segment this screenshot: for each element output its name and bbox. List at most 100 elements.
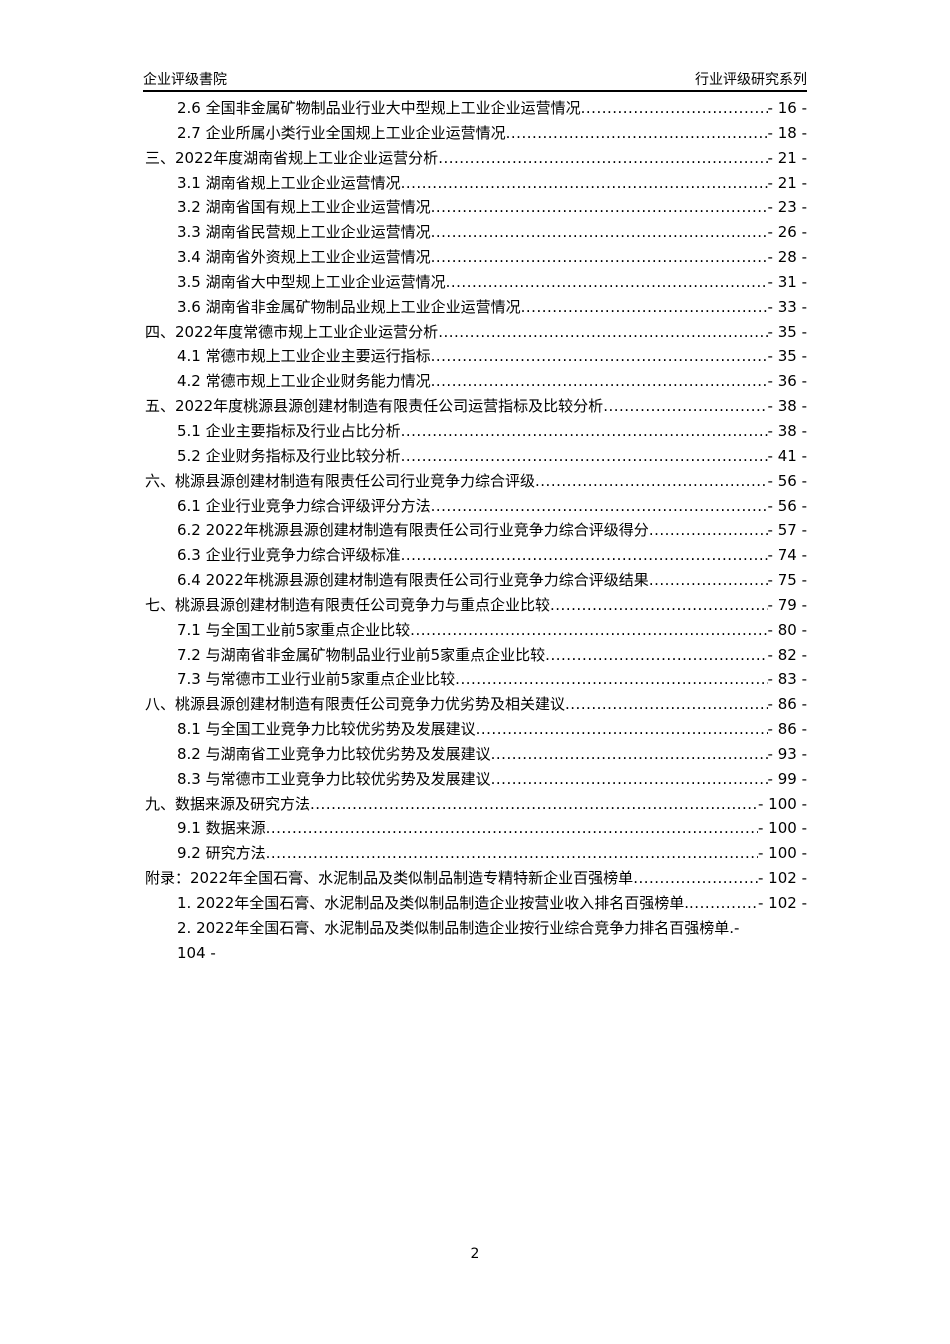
toc-entry-title: 九、数据来源及研究方法: [145, 794, 311, 813]
toc-entry[interactable]: 七、桃源县源创建材制造有限责任公司竞争力与重点企业比较 - 79 -: [145, 593, 807, 618]
header-right: 行业评级研究系列: [695, 72, 807, 88]
toc-entry[interactable]: 五、2022年度桃源县源创建材制造有限责任公司运营指标及比较分析 - 38 -: [145, 394, 807, 419]
toc-entry-page: - 100 -: [758, 819, 807, 838]
dot-leader: [310, 792, 758, 817]
dot-leader: [535, 469, 768, 494]
toc-entry-page: - 79 -: [767, 595, 807, 614]
dot-leader: [476, 717, 768, 742]
toc-entry[interactable]: 2. 2022年全国石膏、水泥制品及类似制品制造企业按行业综合竞争力排名百强榜单…: [145, 916, 807, 966]
toc-entry-title: 7.1 与全国工业前5家重点企业比较: [177, 620, 411, 639]
toc-entry-title: 四、2022年度常德市规上工业企业运营分析: [145, 322, 439, 341]
toc-entry[interactable]: 3.3 湖南省民营规上工业企业运营情况 - 26 -: [145, 220, 807, 245]
dot-leader: [431, 369, 768, 394]
toc-entry[interactable]: 6.2 2022年桃源县源创建材制造有限责任公司行业竞争力综合评级得分 - 57 …: [145, 518, 807, 543]
toc-entry[interactable]: 7.1 与全国工业前5家重点企业比较 - 80 -: [145, 618, 807, 643]
toc-entry-title: 3.3 湖南省民营规上工业企业运营情况: [177, 223, 431, 242]
toc-entry[interactable]: 九、数据来源及研究方法 - 100 -: [145, 792, 807, 817]
toc-entry[interactable]: 八、桃源县源创建材制造有限责任公司竞争力优劣势及相关建议 - 86 -: [145, 692, 807, 717]
toc-entry-page: - 75 -: [767, 571, 807, 590]
toc-entry-page: - 28 -: [767, 248, 807, 267]
toc-entry[interactable]: 5.2 企业财务指标及行业比较分析 - 41 -: [145, 444, 807, 469]
dot-leader: [401, 419, 768, 444]
toc-entry-page: - 36 -: [767, 372, 807, 391]
toc-entry[interactable]: 8.1 与全国工业竞争力比较优劣势及发展建议 - 86 -: [145, 717, 807, 742]
toc-entry-page: - 18 -: [767, 123, 807, 142]
toc-entry[interactable]: 5.1 企业主要指标及行业占比分析 - 38 -: [145, 419, 807, 444]
toc-entry-title: 三、2022年度湖南省规上工业企业运营分析: [145, 148, 439, 167]
toc-entry-page: - 21 -: [767, 148, 807, 167]
header-left: 企业评级書院: [143, 72, 227, 88]
toc-entry-title: 8.3 与常德市工业竞争力比较优劣势及发展建议: [177, 769, 491, 788]
dot-leader: [431, 245, 768, 270]
toc-entry[interactable]: 9.1 数据来源 - 100 -: [145, 816, 807, 841]
toc-entry-title: 七、桃源县源创建材制造有限责任公司竞争力与重点企业比较: [145, 595, 551, 614]
toc-entry-title: 3.2 湖南省国有规上工业企业运营情况: [177, 198, 431, 217]
toc-entry[interactable]: 4.1 常德市规上工业企业主要运行指标 - 35 -: [145, 344, 807, 369]
toc-entry-page: - 35 -: [767, 322, 807, 341]
dot-leader: [401, 543, 768, 568]
toc-entry-page: - 93 -: [767, 744, 807, 763]
toc-entry[interactable]: 7.2 与湖南省非金属矿物制品业行业前5家重点企业比较 - 82 -: [145, 643, 807, 668]
toc-entry[interactable]: 7.3 与常德市工业行业前5家重点企业比较 - 83 -: [145, 667, 807, 692]
dot-leader: [266, 841, 758, 866]
toc-entry[interactable]: 9.2 研究方法 - 100 -: [145, 841, 807, 866]
toc-entry[interactable]: 6.3 企业行业竞争力综合评级标准 - 74 -: [145, 543, 807, 568]
dot-leader: [506, 121, 768, 146]
toc-entry-page: - 21 -: [767, 173, 807, 192]
toc-entry[interactable]: 3.4 湖南省外资规上工业企业运营情况 - 28 -: [145, 245, 807, 270]
dot-leader: [266, 816, 758, 841]
toc-entry-page: - 31 -: [767, 272, 807, 291]
toc-entry-title: 6.4 2022年桃源县源创建材制造有限责任公司行业竞争力综合评级结果: [177, 571, 649, 590]
toc-entry-page: - 26 -: [767, 223, 807, 242]
dot-leader: [649, 568, 768, 593]
toc-entry-title: 6.2 2022年桃源县源创建材制造有限责任公司行业竞争力综合评级得分: [177, 521, 649, 540]
toc-entry-title: 8.2 与湖南省工业竞争力比较优劣势及发展建议: [177, 744, 491, 763]
dot-leader: [689, 891, 758, 916]
toc-entry-page: - 82 -: [767, 645, 807, 664]
toc-entry-title: 9.2 研究方法: [177, 844, 266, 863]
toc-entry[interactable]: 四、2022年度常德市规上工业企业运营分析 - 35 -: [145, 320, 807, 345]
toc-entry[interactable]: 附录：2022年全国石膏、水泥制品及类似制品制造专精特新企业百强榜单 - 102 …: [145, 866, 807, 891]
toc-entry-page: - 16 -: [767, 99, 807, 117]
toc-entry-page: 104 -: [177, 943, 216, 962]
dot-leader: [431, 344, 768, 369]
dot-leader: [521, 295, 768, 320]
toc-entry-title: 3.6 湖南省非金属矿物制品业规上工业企业运营情况: [177, 297, 521, 316]
dot-leader: [401, 171, 768, 196]
toc-entry[interactable]: 2.6 全国非金属矿物制品业行业大中型规上工业企业运营情况 - 16 -: [145, 96, 807, 121]
dot-leader: [438, 320, 767, 345]
toc-entry-title: 3.1 湖南省规上工业企业运营情况: [177, 173, 401, 192]
toc-entry-page: - 99 -: [767, 769, 807, 788]
toc-entry-title: 3.4 湖南省外资规上工业企业运营情况: [177, 248, 431, 267]
toc-entry[interactable]: 4.2 常德市规上工业企业财务能力情况 - 36 -: [145, 369, 807, 394]
toc-entry[interactable]: 3.5 湖南省大中型规上工业企业运营情况 - 31 -: [145, 270, 807, 295]
toc-entry[interactable]: 3.6 湖南省非金属矿物制品业规上工业企业运营情况 - 33 -: [145, 295, 807, 320]
toc-entry-title: 4.2 常德市规上工业企业财务能力情况: [177, 372, 431, 391]
toc-entry[interactable]: 3.1 湖南省规上工业企业运营情况 - 21 -: [145, 171, 807, 196]
toc-entry[interactable]: 3.2 湖南省国有规上工业企业运营情况 - 23 -: [145, 195, 807, 220]
toc-entry[interactable]: 三、2022年度湖南省规上工业企业运营分析 - 21 -: [145, 146, 807, 171]
toc-entry-title: 五、2022年度桃源县源创建材制造有限责任公司运营指标及比较分析: [145, 397, 604, 416]
page-header: 企业评级書院 行业评级研究系列: [143, 66, 807, 92]
dot-leader: [431, 195, 768, 220]
toc-entry[interactable]: 六、桃源县源创建材制造有限责任公司行业竞争力综合评级 - 56 -: [145, 469, 807, 494]
toc-entry-page: - 33 -: [767, 297, 807, 316]
dot-leader: [550, 593, 768, 618]
dot-leader: [545, 643, 767, 668]
toc-entry[interactable]: 6.4 2022年桃源县源创建材制造有限责任公司行业竞争力综合评级结果 - 75 …: [145, 568, 807, 593]
toc-entry-title: 7.3 与常德市工业行业前5家重点企业比较: [177, 670, 456, 689]
toc-entry-title: 3.5 湖南省大中型规上工业企业运营情况: [177, 272, 446, 291]
toc-entry-page: - 56 -: [767, 496, 807, 515]
toc-entry[interactable]: 8.2 与湖南省工业竞争力比较优劣势及发展建议 - 93 -: [145, 742, 807, 767]
toc-entry[interactable]: 6.1 企业行业竞争力综合评级评分方法 - 56 -: [145, 494, 807, 519]
toc-entry[interactable]: 2.7 企业所属小类行业全国规上工业企业运营情况 - 18 -: [145, 121, 807, 146]
toc-entry[interactable]: 1. 2022年全国石膏、水泥制品及类似制品制造企业按营业收入排名百强榜单. - …: [145, 891, 807, 916]
toc-entry-title: 1. 2022年全国石膏、水泥制品及类似制品制造企业按营业收入排名百强榜单.: [177, 894, 690, 912]
toc-entry[interactable]: 8.3 与常德市工业竞争力比较优劣势及发展建议 - 99 -: [145, 767, 807, 792]
dot-leader: [649, 518, 768, 543]
toc-entry-title: 7.2 与湖南省非金属矿物制品业行业前5家重点企业比较: [177, 645, 546, 664]
toc-entry-title: 9.1 数据来源: [177, 819, 266, 838]
dot-leader: [565, 692, 768, 717]
page-number: 2: [470, 1246, 480, 1262]
toc-entry-title: 八、桃源县源创建材制造有限责任公司竞争力优劣势及相关建议: [145, 695, 566, 714]
